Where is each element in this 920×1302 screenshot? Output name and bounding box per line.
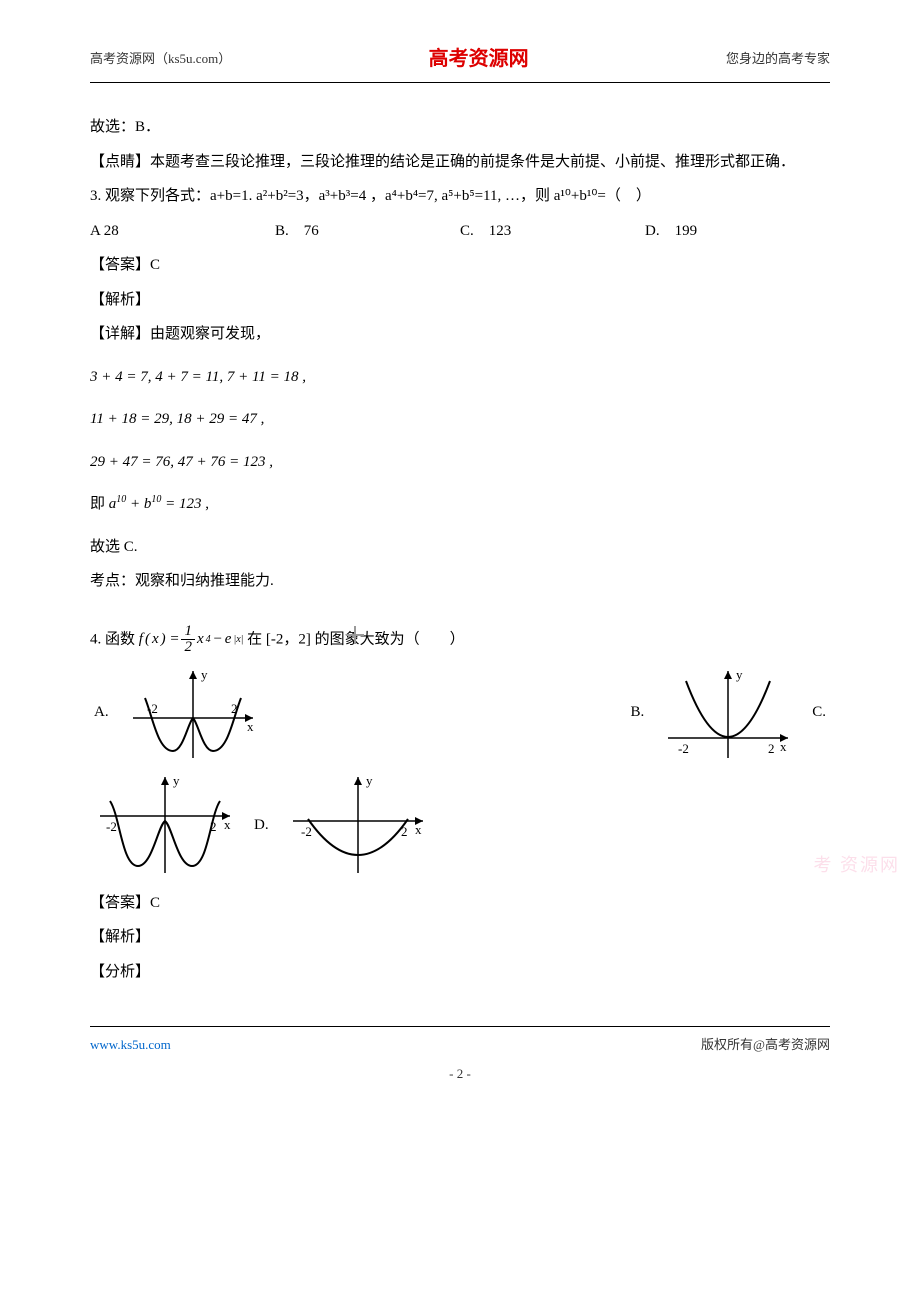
graph-c: -2 2 x y	[90, 771, 240, 881]
svg-text:x: x	[247, 719, 254, 734]
svg-text:2: 2	[210, 819, 217, 834]
page-footer: www.ks5u.com 版权所有@高考资源网	[90, 1026, 830, 1058]
question-4: 4. 函数 f(x) = 1 2 x4 − e|x| 在 [-2，2] 的图象大…	[90, 624, 830, 655]
svg-text:2: 2	[401, 824, 408, 839]
header-right: 您身边的高考专家	[726, 47, 830, 72]
answer-label: 【答案】C	[90, 889, 830, 918]
text-line: 故选 C.	[90, 533, 830, 562]
answer-label: 【答案】C	[90, 251, 830, 280]
q4-prefix: 4. 函数	[90, 631, 139, 647]
svg-text:-2: -2	[147, 701, 158, 716]
svg-text:-2: -2	[678, 741, 689, 756]
text-line: 【点睛】本题考查三段论推理，三段论推理的结论是正确的前提条件是大前提、小前提、推…	[90, 148, 830, 177]
header-logo-text: 高考资源网	[429, 40, 529, 78]
question-3: 3. 观察下列各式：a+b=1. a²+b²=3，a³+b³=4 ，a⁴+b⁴=…	[90, 182, 830, 211]
equation: 11 + 18 = 29, 18 + 29 = 47 ,	[90, 405, 830, 434]
eq-suffix: ,	[202, 496, 210, 512]
analysis-label: 【解析】	[90, 286, 830, 315]
option-b: B. 76	[275, 217, 460, 246]
page-number: - 2 -	[90, 1062, 830, 1087]
footer-link[interactable]: www.ks5u.com	[90, 1037, 171, 1052]
svg-text:y: y	[173, 773, 180, 788]
graph-b: -2 2 x y	[658, 663, 798, 763]
graph-d: -2 2 x y	[283, 771, 433, 881]
option-c: C. 123	[460, 217, 645, 246]
svg-text:x: x	[224, 817, 231, 832]
svg-text:-2: -2	[301, 824, 312, 839]
footer-url[interactable]: www.ks5u.com	[90, 1033, 171, 1058]
option-d: D. 199	[645, 217, 830, 246]
option-d-label: D.	[250, 811, 273, 840]
header-left: 高考资源网（ks5u.com）	[90, 47, 231, 72]
graph-a: -2 2 x y	[123, 663, 263, 763]
text-line: 故选：B．	[90, 113, 830, 142]
svg-text:x: x	[415, 822, 422, 837]
svg-text:-2: -2	[106, 819, 117, 834]
option-a-label: A.	[90, 698, 113, 727]
svg-text:2: 2	[231, 701, 238, 716]
option-b-label: B.	[626, 698, 648, 727]
cursor-icon	[350, 630, 360, 640]
eq-math: a10 + b10 = 123	[109, 496, 202, 512]
equation: 29 + 47 = 76, 47 + 76 = 123 ,	[90, 448, 830, 477]
svg-text:y: y	[201, 667, 208, 682]
options-row-q3: A 28 B. 76 C. 123 D. 199	[90, 217, 830, 246]
svg-text:y: y	[736, 667, 743, 682]
option-c-stub: C.	[808, 698, 830, 727]
text-line: 考点：观察和归纳推理能力.	[90, 567, 830, 596]
equation: 3 + 4 = 7, 4 + 7 = 11, 7 + 11 = 18 ,	[90, 363, 830, 392]
svg-text:2: 2	[768, 741, 775, 756]
option-a: A 28	[90, 217, 275, 246]
page-header: 高考资源网（ks5u.com） 高考资源网 您身边的高考专家	[90, 40, 830, 83]
graph-row-1: A. -2 2 x y B. -2	[90, 663, 830, 763]
footer-copyright: 版权所有@高考资源网	[701, 1033, 830, 1058]
equation: 即 a10 + b10 = 123 ,	[90, 490, 830, 519]
svg-text:x: x	[780, 739, 787, 754]
content: 故选：B． 【点睛】本题考查三段论推理，三段论推理的结论是正确的前提条件是大前提…	[90, 113, 830, 986]
q4-math: f(x) = 1 2 x4 − e|x|	[139, 624, 244, 655]
analysis-label: 【解析】	[90, 923, 830, 952]
svg-text:y: y	[366, 773, 373, 788]
analysis-label: 【分析】	[90, 958, 830, 987]
graph-row-2: -2 2 x y D. -2 2 x y	[90, 771, 830, 881]
watermark: 考 资源网	[814, 848, 901, 882]
page: 高考资源网（ks5u.com） 高考资源网 您身边的高考专家 故选：B． 【点睛…	[0, 0, 920, 1300]
eq-prefix: 即	[90, 496, 109, 512]
detail-label: 【详解】由题观察可发现，	[90, 320, 830, 349]
